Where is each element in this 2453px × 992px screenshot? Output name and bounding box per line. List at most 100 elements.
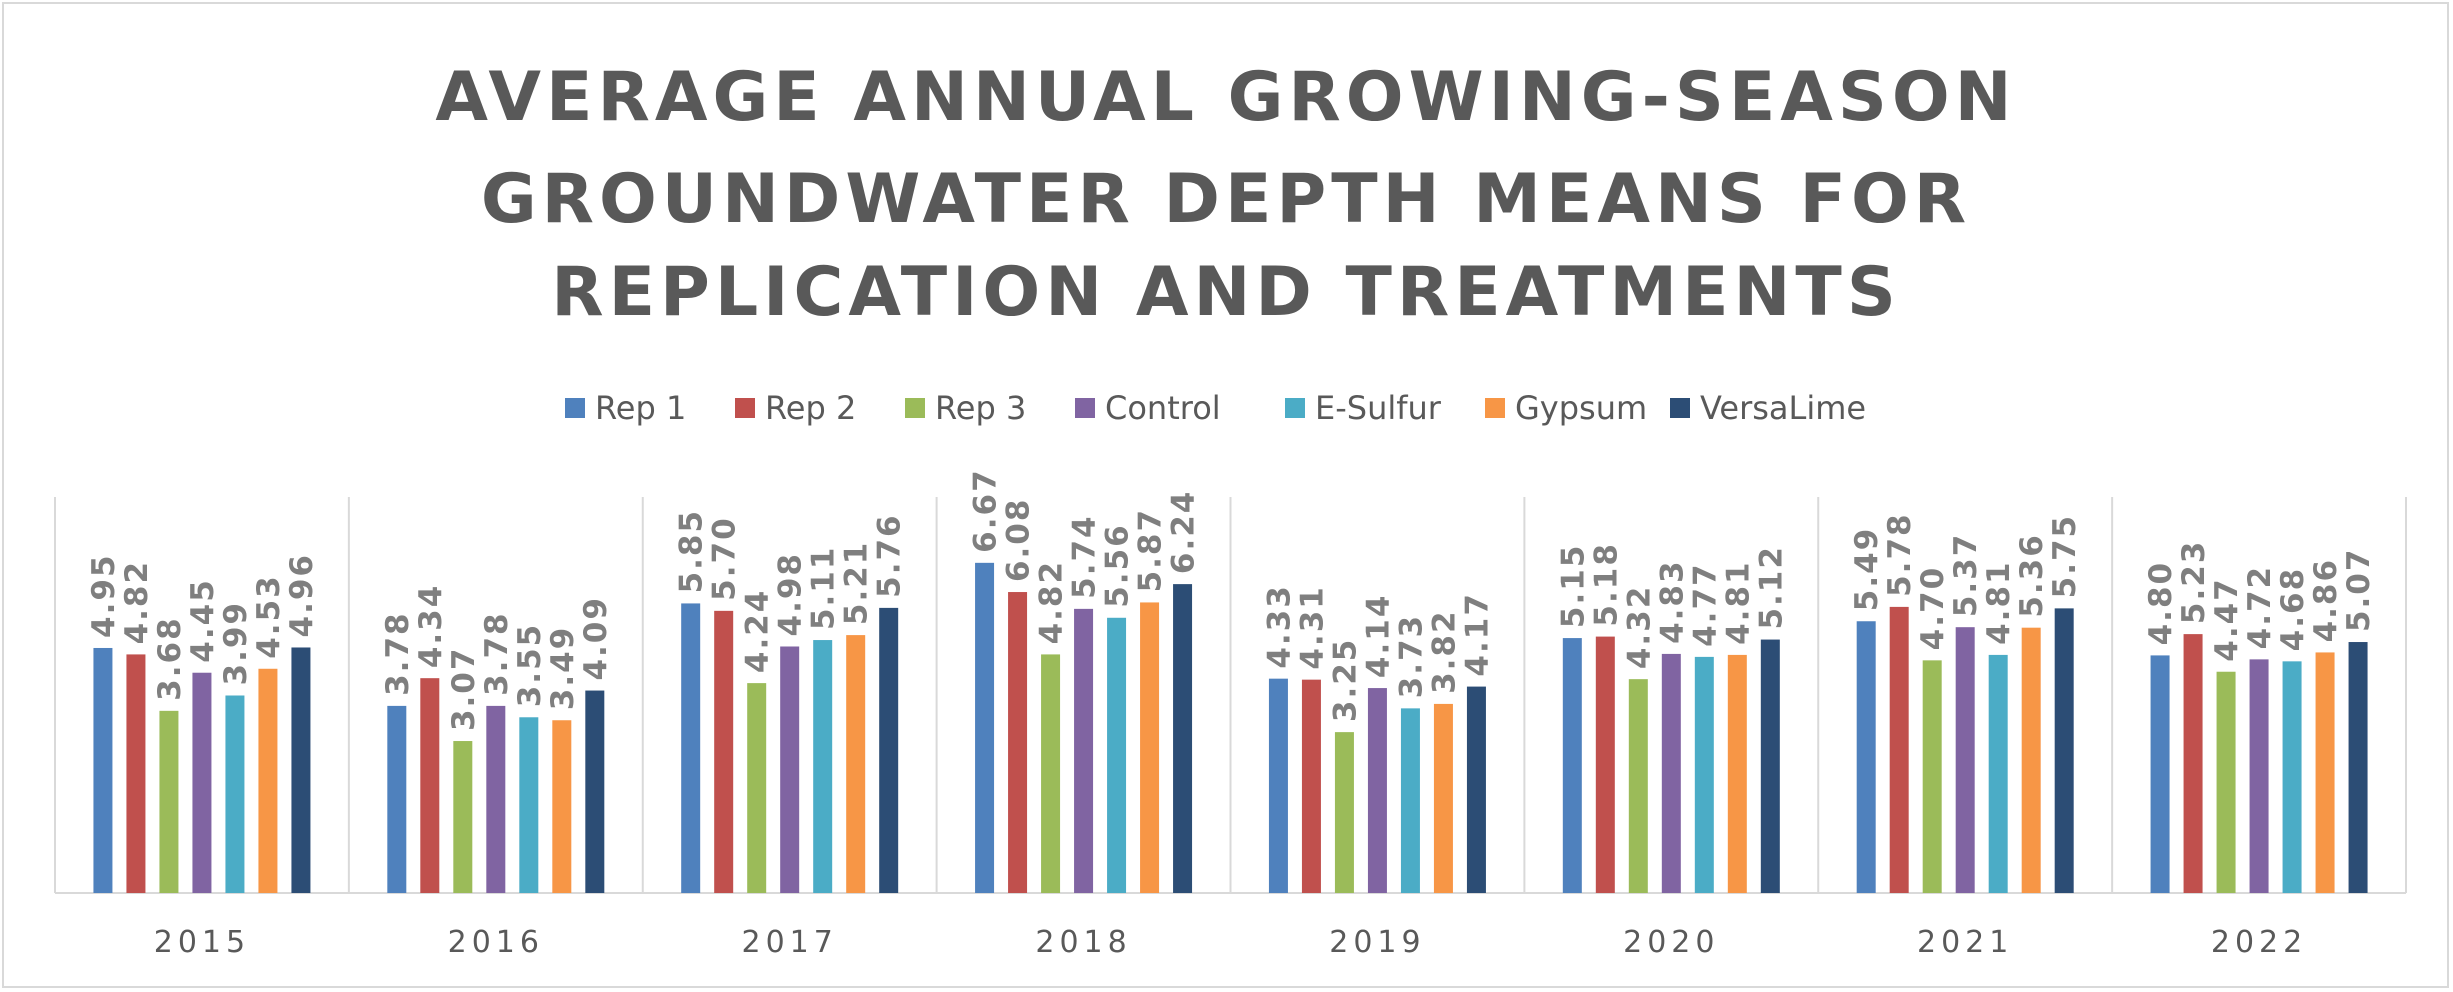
x-tick-label: 2019 — [1329, 925, 1425, 960]
data-label: 5.70 — [707, 516, 743, 601]
bar — [453, 741, 473, 893]
bar — [1694, 656, 1714, 893]
bar — [846, 635, 866, 893]
data-label: 4.81 — [1981, 560, 2017, 645]
data-label: 3.68 — [152, 616, 188, 701]
data-label: 3.25 — [1327, 638, 1363, 723]
data-label: 4.32 — [1621, 585, 1657, 670]
legend-swatch — [565, 398, 585, 418]
bar — [1041, 654, 1061, 893]
legend-label: Rep 3 — [935, 389, 1026, 427]
chart-title: AVERAGE ANNUAL GROWING-SEASON GROUNDWATE… — [435, 58, 2016, 332]
data-label: 4.83 — [1654, 559, 1690, 644]
chart-title-line-1: AVERAGE ANNUAL GROWING-SEASON — [435, 58, 2016, 137]
data-label: 5.11 — [806, 546, 842, 631]
bar — [1595, 636, 1615, 893]
bar — [1334, 732, 1354, 893]
bar — [1856, 621, 1876, 893]
legend-item: Gypsum — [1485, 389, 1647, 427]
bar — [225, 695, 245, 893]
data-label: 4.82 — [1034, 560, 1070, 645]
bar — [258, 668, 278, 893]
data-label: 4.47 — [2209, 577, 2245, 662]
bar — [192, 672, 212, 893]
bar — [2216, 671, 2236, 893]
legend-item: Rep 2 — [735, 389, 856, 427]
legend-label: VersaLime — [1700, 389, 1866, 427]
legend-item: E-Sulfur — [1285, 389, 1442, 427]
data-label: 5.36 — [2014, 533, 2050, 618]
x-tick-label: 2016 — [448, 925, 544, 960]
bar — [1008, 592, 1028, 893]
data-label: 6.08 — [1001, 498, 1037, 583]
x-tick-label: 2022 — [2211, 925, 2307, 960]
data-label: 4.14 — [1360, 594, 1396, 679]
legend-swatch — [735, 398, 755, 418]
bar — [126, 654, 146, 893]
x-tick-label: 2018 — [1035, 925, 1131, 960]
data-label: 4.70 — [1915, 566, 1951, 651]
data-label: 3.73 — [1393, 614, 1429, 699]
bar — [1922, 660, 1942, 893]
bar — [1760, 639, 1780, 893]
data-label: 4.77 — [1687, 562, 1723, 647]
data-label: 4.81 — [1720, 560, 1756, 645]
legend-label: Rep 2 — [765, 389, 856, 427]
bar — [780, 646, 800, 893]
data-label: 5.49 — [1849, 527, 1885, 612]
bar — [552, 720, 572, 893]
bar — [2150, 655, 2170, 893]
bar — [2282, 661, 2302, 893]
x-tick-label: 2021 — [1917, 925, 2013, 960]
legend: Rep 1 Rep 2 Rep 3 Control E-Sulfur Gypsum Vers… — [565, 389, 1866, 427]
chart-title-line-3: REPLICATION AND TREATMENTS — [551, 253, 1901, 332]
data-label: 4.17 — [1459, 592, 1495, 677]
bar — [387, 705, 407, 893]
bar — [2021, 627, 2041, 893]
data-label: 4.53 — [251, 574, 287, 659]
bar — [1173, 584, 1193, 893]
data-label: 5.76 — [872, 513, 908, 598]
legend-label: Gypsum — [1515, 389, 1647, 427]
data-label: 3.78 — [479, 611, 515, 696]
data-label: 3.55 — [512, 623, 548, 708]
bar — [519, 717, 539, 893]
bar — [813, 640, 833, 893]
bar — [1268, 678, 1288, 893]
data-label: 5.56 — [1100, 523, 1136, 608]
data-label: 4.45 — [185, 578, 221, 663]
bar — [975, 562, 995, 893]
data-label: 3.99 — [218, 601, 254, 686]
bar — [486, 705, 506, 893]
bar — [2249, 659, 2269, 893]
legend-swatch — [1670, 398, 1690, 418]
legend-swatch — [1075, 398, 1095, 418]
bar — [1140, 602, 1160, 893]
bar — [681, 603, 701, 893]
data-label: 5.18 — [1588, 542, 1624, 627]
data-label: 4.82 — [119, 560, 155, 645]
data-label: 5.12 — [1753, 545, 1789, 630]
plot-area: 20154.954.823.684.453.994.534.9620163.78… — [54, 468, 2407, 960]
data-label: 4.80 — [2143, 561, 2179, 646]
x-tick-label: 2020 — [1623, 925, 1719, 960]
data-label: 5.21 — [839, 541, 875, 626]
legend-item: VersaLime — [1670, 389, 1866, 427]
bar — [1466, 686, 1486, 893]
legend-swatch — [905, 398, 925, 418]
bar — [159, 710, 179, 893]
bar — [1400, 708, 1420, 893]
data-label: 4.09 — [578, 596, 614, 681]
legend-label: E-Sulfur — [1315, 389, 1442, 427]
bar — [420, 678, 440, 893]
chart-title-line-2: GROUNDWATER DEPTH MEANS FOR — [481, 160, 1971, 239]
x-tick-label: 2015 — [154, 925, 250, 960]
data-label: 5.23 — [2176, 540, 2212, 625]
data-label: 4.72 — [2242, 565, 2278, 650]
legend-swatch — [1485, 398, 1505, 418]
bar — [747, 683, 767, 893]
data-label: 5.37 — [1948, 533, 1984, 618]
data-label: 5.75 — [2047, 514, 2083, 599]
bar — [2315, 652, 2335, 893]
